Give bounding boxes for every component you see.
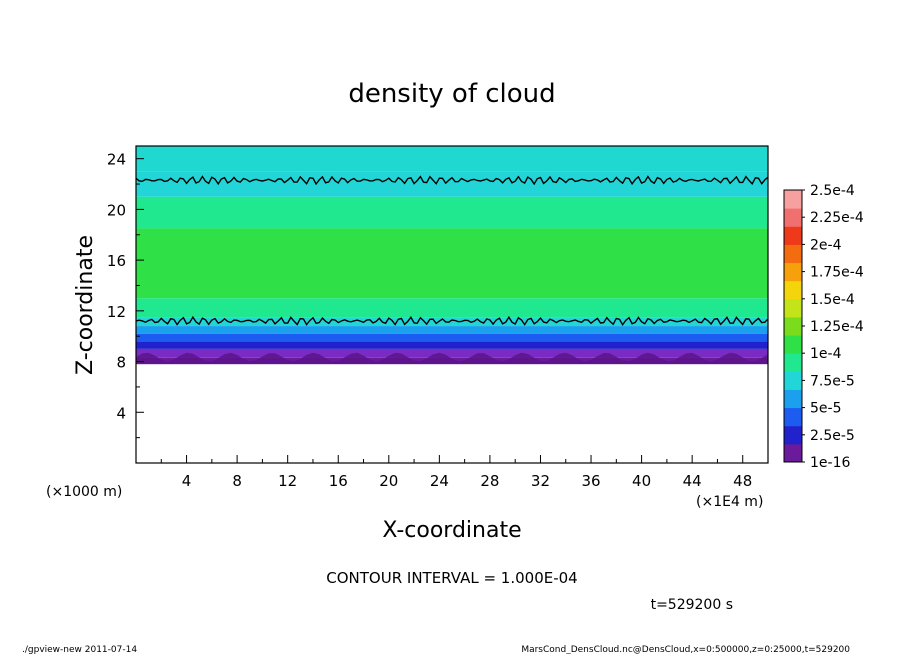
- colorbar-segment-2: [784, 407, 802, 427]
- x-tick-label-11: 48: [733, 472, 752, 490]
- colorbar-segment-8: [784, 298, 802, 318]
- colorbar-segment-12: [784, 226, 802, 245]
- x-tick-label-5: 24: [430, 472, 449, 490]
- field-band-8: [136, 196, 768, 229]
- colorbar-label-9: 2.25e-4: [810, 210, 864, 226]
- x-tick-label-0: 4: [182, 472, 192, 490]
- plot-frame: [135, 145, 769, 464]
- colorbar-segment-1: [784, 425, 802, 445]
- y-tick-label-1: 8: [116, 354, 126, 372]
- x-tick-label-9: 40: [632, 472, 651, 490]
- colorbar-label-8: 2e-4: [810, 237, 842, 253]
- footer-left: ./gpview-new 2011-07-14: [22, 645, 137, 654]
- colorbar-label-1: 2.5e-5: [810, 428, 855, 444]
- x-unit-right-label: (×1E4 m): [696, 494, 763, 510]
- colorbar-label-0: 1e-16: [810, 455, 850, 471]
- y-tick-label-3: 16: [107, 252, 126, 270]
- colorbar: [783, 189, 803, 463]
- colorbar-segment-5: [784, 353, 802, 372]
- colorbar-segment-11: [784, 244, 802, 264]
- x-tick-label-4: 20: [379, 472, 398, 490]
- x-tick-label-8: 36: [581, 472, 600, 490]
- colorbar-segment-6: [784, 335, 802, 354]
- x-tick-label-10: 44: [683, 472, 702, 490]
- colorbar-label-10: 2.5e-4: [810, 183, 855, 199]
- time-label: t=529200 s: [651, 597, 733, 613]
- colorbar-label-7: 1.75e-4: [810, 265, 864, 281]
- contour-interval-label: CONTOUR INTERVAL = 1.000E-04: [326, 569, 577, 587]
- field-band-5: [136, 317, 768, 327]
- colorbar-label-3: 7.5e-5: [810, 373, 855, 389]
- x-tick-label-3: 16: [329, 472, 348, 490]
- x-unit-left-label: (×1000 m): [46, 484, 122, 500]
- colorbar-segment-4: [784, 371, 802, 390]
- y-axis-ticks: 4 8 12 16 20 24: [107, 151, 144, 439]
- colorbar-segment-0: [784, 443, 802, 463]
- colorbar-segment-10: [784, 262, 802, 282]
- field-band-1: [136, 348, 768, 358]
- colorbar-segment-7: [784, 316, 802, 336]
- colorbar-segment-9: [784, 280, 802, 300]
- footer-right: MarsCond_DensCloud.nc@DensCloud,x=0:5000…: [521, 645, 850, 654]
- contour-lines: [135, 175, 769, 326]
- field-band-6: [136, 298, 768, 318]
- colorbar-segment-14: [784, 190, 802, 209]
- colorbar-label-5: 1.25e-4: [810, 319, 864, 335]
- x-axis-label: X-coordinate: [382, 518, 521, 543]
- field-band-10: [136, 146, 768, 172]
- y-tick-label-4: 20: [107, 201, 126, 219]
- field-band-2: [136, 341, 768, 349]
- heatmap-field: [136, 146, 768, 365]
- colorbar-labels: 1e-16 2.5e-5 5e-5 7.5e-5 1e-4 1.25e-4 1.5e-4 1.…: [802, 183, 864, 471]
- y-axis-label: Z-coordinate: [73, 235, 98, 375]
- y-tick-label-5: 24: [107, 151, 126, 169]
- y-tick-label-2: 12: [107, 303, 126, 321]
- colorbar-label-2: 5e-5: [810, 401, 841, 417]
- y-tick-label-0: 4: [116, 404, 126, 422]
- x-tick-label-2: 12: [278, 472, 297, 490]
- colorbar-label-6: 1.5e-4: [810, 292, 855, 308]
- chart-title: density of cloud: [348, 79, 555, 109]
- x-tick-label-1: 8: [232, 472, 242, 490]
- colorbar-segment-3: [784, 389, 802, 409]
- contour-line-0: [135, 315, 769, 326]
- colorbar-segment-13: [784, 208, 802, 227]
- contour-line-1: [135, 175, 769, 186]
- field-band-4: [136, 326, 768, 334]
- x-tick-label-7: 32: [531, 472, 550, 490]
- colorbar-label-4: 1e-4: [810, 346, 842, 362]
- x-axis-ticks: 4 8 12 16 20 24 28 32 36 40 44 48: [160, 455, 752, 490]
- field-band-7: [136, 228, 768, 299]
- field-band-3: [136, 333, 768, 342]
- x-tick-label-6: 28: [480, 472, 499, 490]
- field-band-9: [136, 171, 768, 197]
- field-lower-edge: [136, 352, 768, 365]
